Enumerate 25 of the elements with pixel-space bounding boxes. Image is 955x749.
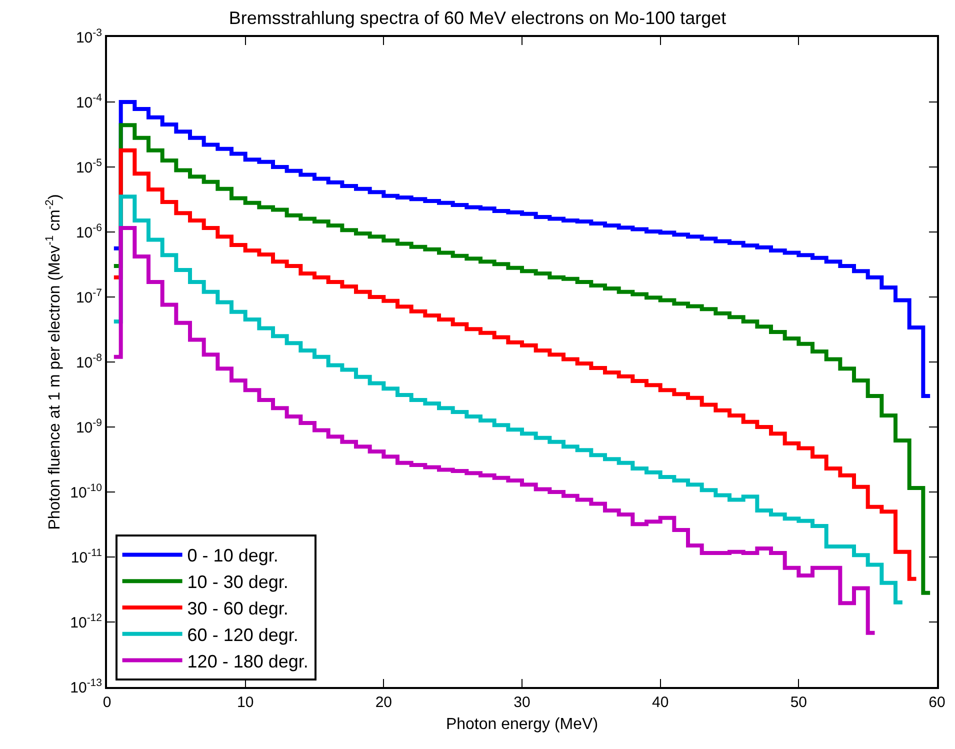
- chart-title: Bremsstrahlung spectra of 60 MeV electrons on Mo-100 target: [228, 8, 726, 28]
- x-tick-label: 20: [375, 694, 392, 711]
- y-tick-label: 10$^{-4}$: [76, 92, 102, 112]
- x-tick-label: 50: [790, 694, 808, 711]
- y-tick-label: 10$^{-5}$: [76, 156, 102, 176]
- x-tick-label: 10: [236, 694, 254, 711]
- legend-label: 60 - 120 degr.: [187, 624, 298, 645]
- y-tick-label: 10$^{-6}$: [76, 222, 102, 242]
- x-tick-label: 0: [102, 694, 112, 711]
- y-tick-label: 10$^{-3}$: [76, 26, 102, 46]
- y-tick-label: 10$^{-11}$: [70, 546, 102, 566]
- y-tick-label: 10$^{-9}$: [76, 416, 102, 436]
- x-tick-label: 40: [652, 694, 669, 711]
- legend-label: 10 - 30 degr.: [187, 572, 288, 592]
- legend-label: 0 - 10 degr.: [187, 546, 278, 566]
- y-tick-label: 10$^{-10}$: [70, 482, 102, 502]
- x-tick-label: 30: [514, 694, 530, 711]
- y-tick-label: 10$^{-8}$: [76, 352, 102, 372]
- y-tick-label: 10$^{-13}$: [70, 676, 102, 696]
- legend-label: 120 - 180 degr.: [187, 651, 308, 672]
- x-axis-title: Photon energy (MeV): [446, 716, 598, 734]
- y-tick-label: 10$^{-12}$: [70, 612, 102, 632]
- x-tick-label: 60: [928, 694, 946, 711]
- y-tick-label: 10$^{-7}$: [76, 286, 102, 306]
- legend-label: 30 - 60 degr.: [187, 598, 288, 619]
